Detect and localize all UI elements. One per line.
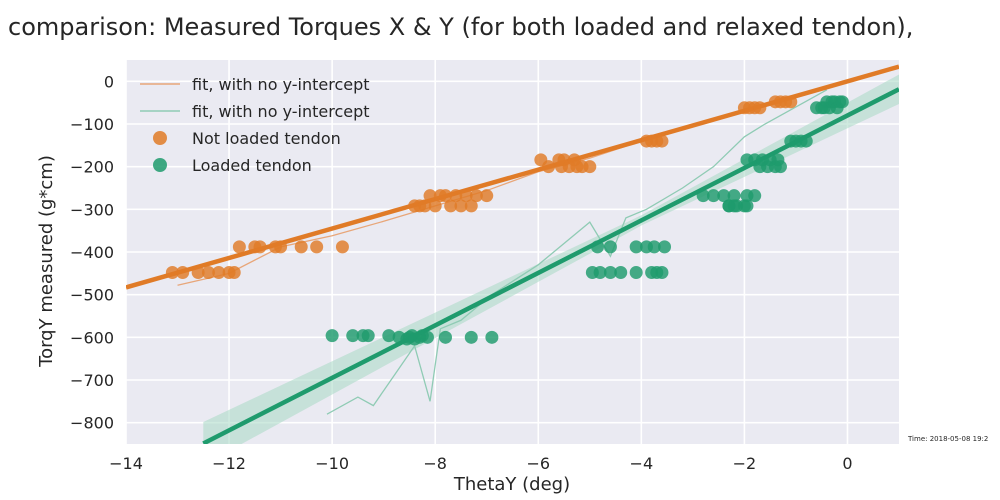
legend-marker-swatch: [153, 158, 167, 172]
not-loaded-point: [439, 189, 453, 203]
y-tick-label: −200: [70, 158, 114, 177]
loaded-point: [773, 160, 787, 174]
timestamp: Time: 2018-05-08 19:2: [907, 435, 988, 443]
loaded-point: [361, 329, 375, 343]
plot-content: [126, 64, 899, 444]
loaded-point: [439, 330, 453, 344]
loaded-fit-line: [202, 87, 899, 444]
not-loaded-point: [201, 265, 215, 279]
loaded-point: [629, 240, 643, 254]
loaded-fit-confidence-band: [203, 74, 899, 444]
x-tick-label: −8: [423, 454, 447, 473]
loaded-point: [835, 95, 849, 109]
not-loaded-point: [583, 160, 597, 174]
x-tick-label: −12: [212, 454, 246, 473]
loaded-point: [717, 189, 731, 203]
tick-labels: −14 −12 −10 −8 −6 −4 −2 00−100−200−300−400−500−…: [70, 72, 853, 473]
loaded-point: [740, 199, 754, 213]
loaded-point: [614, 265, 628, 279]
legend-marker-swatch: [153, 131, 167, 145]
y-tick-label: −700: [70, 371, 114, 390]
legend-label: fit, with no y-intercept: [192, 102, 370, 121]
x-tick-label: −2: [733, 454, 757, 473]
not-loaded-point: [444, 199, 458, 213]
not-loaded-point: [232, 240, 246, 254]
chart-title: comparison: Measured Torques X & Y (for …: [8, 13, 913, 41]
loaded-point: [748, 189, 762, 203]
legend-label: Loaded tendon: [192, 156, 312, 175]
loaded-point: [485, 330, 499, 344]
loaded-point: [464, 330, 478, 344]
x-tick-label: −10: [315, 454, 349, 473]
loaded-point: [727, 199, 741, 213]
not-loaded-point: [464, 199, 478, 213]
confidence-bands: [203, 74, 899, 444]
x-tick-label: −6: [526, 454, 550, 473]
y-tick-label: −300: [70, 200, 114, 219]
loaded-point: [325, 329, 339, 343]
x-tick-label: 0: [842, 454, 852, 473]
loaded-point: [696, 189, 710, 203]
not-loaded-point: [454, 199, 468, 213]
legend-label: fit, with no y-intercept: [192, 75, 370, 94]
y-tick-label: −500: [70, 286, 114, 305]
loaded-point: [591, 240, 605, 254]
x-axis-label: ThetaY (deg): [453, 474, 570, 495]
not-loaded-point: [212, 265, 226, 279]
y-tick-label: 0: [104, 72, 114, 91]
loaded-point: [706, 189, 720, 203]
not-loaded-point: [191, 265, 205, 279]
x-tick-label: −4: [630, 454, 654, 473]
loaded-point: [420, 330, 434, 344]
legend-label: Not loaded tendon: [192, 129, 341, 148]
not-loaded-point: [274, 240, 288, 254]
y-tick-label: −800: [70, 414, 114, 433]
loaded-point: [603, 265, 617, 279]
loaded-thin-fit-line: [326, 89, 828, 415]
not-loaded-point: [294, 240, 308, 254]
not-loaded-point: [655, 134, 669, 148]
not-loaded-point: [449, 189, 463, 203]
not-loaded-point: [165, 265, 179, 279]
loaded-point: [658, 240, 672, 254]
not-loaded-point: [459, 189, 473, 203]
not-loaded-point: [227, 265, 241, 279]
not-loaded-point: [310, 240, 324, 254]
not-loaded-point: [253, 240, 267, 254]
not-loaded-point: [335, 240, 349, 254]
loaded-point: [647, 240, 661, 254]
loaded-point: [629, 265, 643, 279]
not-loaded-point: [423, 189, 437, 203]
loaded-point: [346, 329, 360, 343]
loaded-point: [593, 265, 607, 279]
loaded-point: [603, 240, 617, 254]
y-axis-label: TorqY measured (g*cm): [36, 155, 57, 368]
loaded-point: [727, 189, 741, 203]
data-points: [165, 95, 849, 346]
loaded-point: [799, 134, 813, 148]
not-loaded-point: [428, 199, 442, 213]
not-loaded-point: [480, 189, 494, 203]
legend: fit, with no y-intercept fit, with no y-i…: [140, 75, 370, 175]
x-tick-label: −14: [109, 454, 143, 473]
loaded-point: [655, 265, 669, 279]
y-tick-label: −100: [70, 115, 114, 134]
not-loaded-point: [418, 199, 432, 213]
loaded-point: [382, 329, 396, 343]
not-loaded-point: [469, 189, 483, 203]
not-loaded-point: [784, 95, 798, 109]
not-loaded-point: [542, 160, 556, 174]
y-tick-label: −600: [70, 328, 114, 347]
not-loaded-point: [176, 265, 190, 279]
not-loaded-point: [753, 101, 767, 115]
y-tick-label: −400: [70, 243, 114, 262]
